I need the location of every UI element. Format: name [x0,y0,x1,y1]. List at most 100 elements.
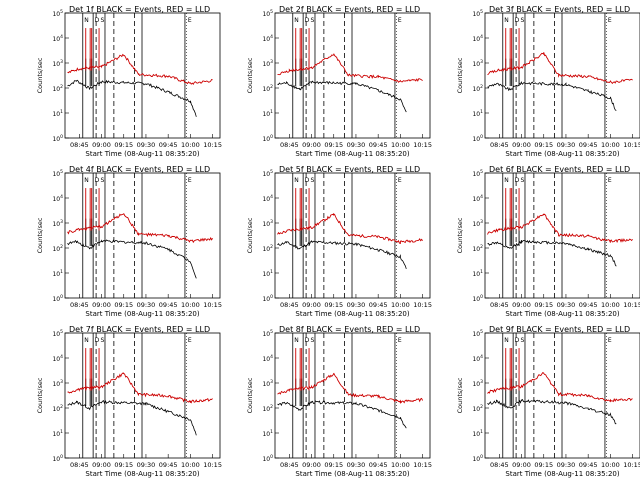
event-marker: N [504,177,509,184]
y-tick-label: 102 [52,84,63,93]
x-tick-label: 09:15 [114,141,133,149]
x-tick-label: 08:45 [490,461,509,469]
y-tick-label: 105 [262,169,273,178]
x-tick-label: 09:15 [324,141,343,149]
y-tick-label: 100 [262,134,273,143]
event-marker: D [305,177,310,184]
y-tick-label: 103 [262,59,273,68]
y-tick-label: 101 [472,109,483,118]
x-tick-label: 09:45 [159,461,178,469]
series-line-events [487,81,617,111]
series-line-events [67,239,197,279]
x-axis-label: Start Time (08-Aug-11 08:35:20) [505,310,619,318]
series-line-lld [67,372,213,404]
y-axis-label: Counts/sec [246,57,254,93]
x-tick-label: 10:00 [391,141,410,149]
y-tick-label: 100 [472,454,483,463]
x-axis-label: Start Time (08-Aug-11 08:35:20) [85,150,199,158]
event-marker: D [515,337,520,344]
y-axis-label: Counts/sec [246,377,254,413]
x-tick-label: 09:00 [92,301,111,309]
event-marker: E [398,177,402,184]
x-tick-label: 09:30 [347,301,366,309]
y-tick-label: 105 [472,169,483,178]
y-tick-label: 104 [472,354,483,363]
x-tick-label: 09:00 [92,141,111,149]
series-line-lld [487,52,633,85]
event-marker: N [504,17,509,24]
x-tick-label: 09:45 [579,301,598,309]
x-tick-label: 09:45 [159,141,178,149]
event-marker: D [305,17,310,24]
series-line-lld [277,212,423,245]
y-tick-label: 103 [472,59,483,68]
panel-title: Det 6f BLACK = Events, RED = LLD [489,165,630,174]
x-tick-label: 09:30 [137,301,156,309]
panel-title: Det 1f BLACK = Events, RED = LLD [69,5,210,14]
y-axis-label: Counts/sec [456,217,464,253]
y-tick-label: 103 [472,379,483,388]
panel-title: Det 7f BLACK = Events, RED = LLD [69,325,210,334]
y-tick-label: 101 [52,429,63,438]
x-tick-label: 09:15 [324,461,343,469]
x-tick-label: 08:45 [280,141,299,149]
x-tick-label: 09:30 [137,461,156,469]
plot-frame [484,332,640,459]
x-tick-label: 10:00 [601,141,620,149]
event-marker: E [188,17,192,24]
y-tick-label: 103 [262,219,273,228]
panel-2: Det 2f BLACK = Events, RED = LLD 100 101 10… [246,5,432,158]
panel-title: Det 3f BLACK = Events, RED = LLD [489,5,630,14]
y-tick-label: 105 [52,9,63,18]
y-tick-label: 105 [52,169,63,178]
x-tick-label: 09:30 [137,141,156,149]
plot-frame [64,172,221,299]
x-axis-label: Start Time (08-Aug-11 08:35:20) [85,310,199,318]
y-axis-label: Counts/sec [456,57,464,93]
y-tick-label: 103 [262,379,273,388]
x-tick-label: 10:00 [181,301,200,309]
y-tick-label: 105 [472,329,483,338]
x-tick-label: 09:00 [92,461,111,469]
x-axis-label: Start Time (08-Aug-11 08:35:20) [505,470,619,478]
y-axis-label: Counts/sec [456,377,464,413]
y-tick-label: 103 [52,219,63,228]
x-tick-label: 10:15 [623,301,640,309]
series-line-events [67,79,197,117]
event-marker: E [188,177,192,184]
x-tick-label: 08:45 [70,461,89,469]
plot-frame [64,12,221,139]
y-tick-label: 100 [52,294,63,303]
event-marker: E [188,337,192,344]
x-tick-label: 08:45 [70,301,89,309]
series-line-events [487,398,617,425]
y-tick-label: 100 [262,294,273,303]
y-tick-label: 103 [52,59,63,68]
x-tick-label: 09:15 [114,461,133,469]
y-tick-label: 101 [262,109,273,118]
panel-title: Det 4f BLACK = Events, RED = LLD [69,165,210,174]
event-marker: S [311,17,315,24]
x-tick-label: 08:45 [490,301,509,309]
y-tick-label: 102 [472,244,483,253]
x-tick-label: 09:15 [324,301,343,309]
event-marker: D [515,17,520,24]
x-tick-label: 09:30 [557,461,576,469]
x-tick-label: 10:15 [413,301,432,309]
event-marker: N [84,177,89,184]
series-line-events [277,80,407,113]
y-tick-label: 105 [52,329,63,338]
x-tick-label: 09:15 [534,461,553,469]
plot-frame [274,12,431,139]
x-tick-label: 09:15 [534,301,553,309]
x-tick-label: 09:00 [512,141,531,149]
y-tick-label: 104 [52,194,63,203]
x-axis-label: Start Time (08-Aug-11 08:35:20) [295,310,409,318]
plot-frame [274,172,431,299]
series-line-events [487,239,617,267]
event-marker: E [608,177,612,184]
y-axis-label: Counts/sec [246,217,254,253]
y-tick-label: 104 [52,354,63,363]
y-axis-label: Counts/sec [36,217,44,253]
